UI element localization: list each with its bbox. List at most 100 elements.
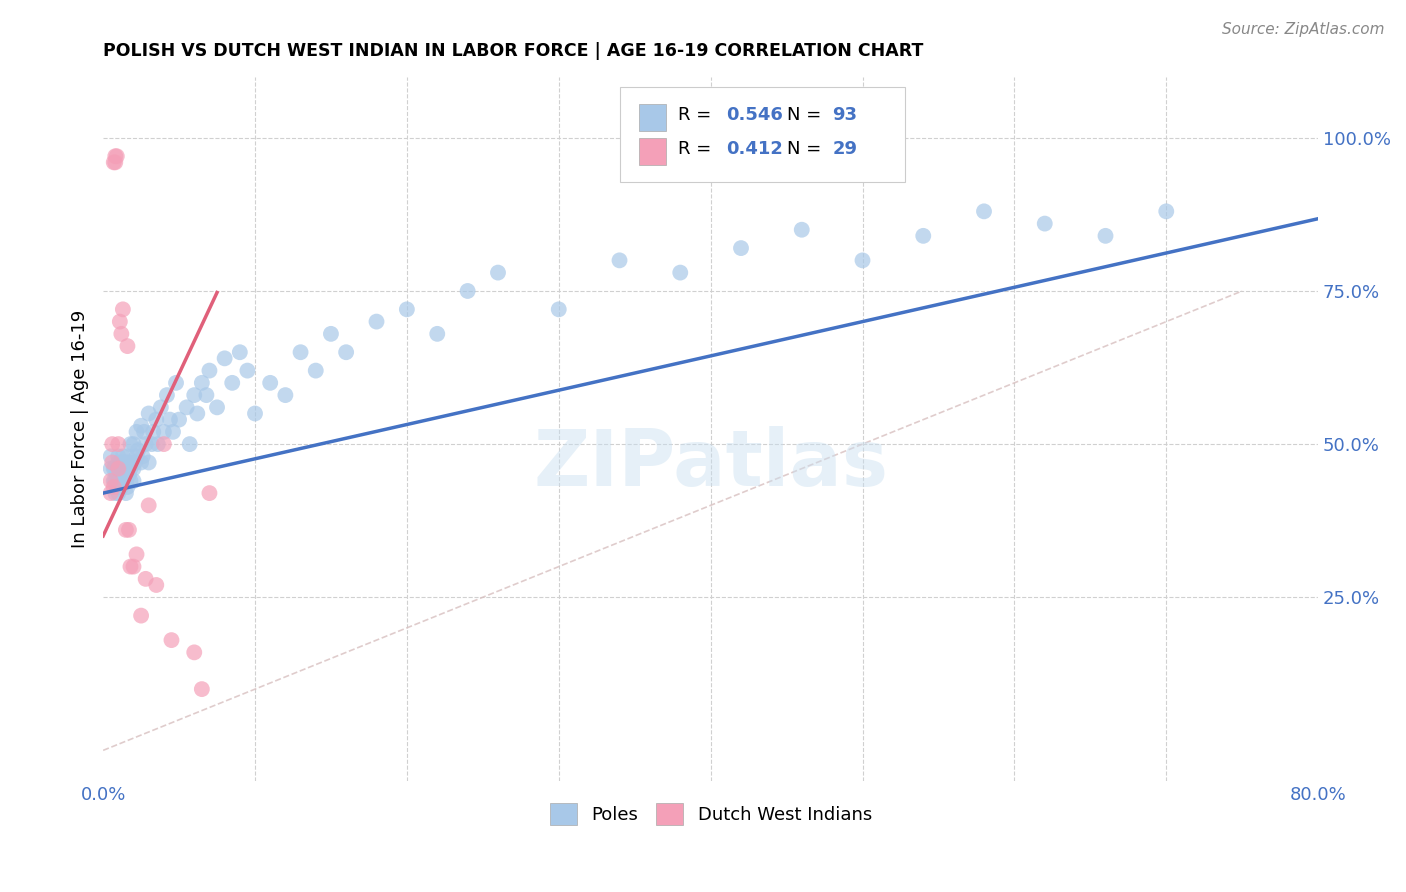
Point	[259, 376, 281, 390]
Point	[198, 363, 221, 377]
Point	[103, 461, 125, 475]
Text: 0.546: 0.546	[727, 106, 783, 124]
Point	[198, 486, 221, 500]
Point	[125, 450, 148, 464]
Point	[236, 363, 259, 377]
Legend: Poles, Dutch West Indians: Poles, Dutch West Indians	[550, 803, 872, 825]
Point	[229, 345, 252, 359]
Point	[486, 266, 509, 280]
Point	[110, 467, 132, 482]
Point	[105, 149, 128, 163]
Point	[115, 474, 138, 488]
Point	[290, 345, 312, 359]
Point	[129, 608, 152, 623]
Point	[138, 499, 160, 513]
Point	[243, 407, 266, 421]
Point	[120, 461, 142, 475]
Point	[120, 474, 142, 488]
Point	[122, 437, 145, 451]
Point	[107, 461, 129, 475]
Point	[135, 572, 157, 586]
Point	[274, 388, 297, 402]
Point	[973, 204, 995, 219]
Text: Source: ZipAtlas.com: Source: ZipAtlas.com	[1222, 22, 1385, 37]
Point	[118, 467, 141, 482]
Point	[138, 407, 160, 421]
Point	[366, 315, 388, 329]
Text: 93: 93	[832, 106, 858, 124]
Point	[183, 388, 205, 402]
Point	[110, 455, 132, 469]
Point	[912, 228, 935, 243]
Point	[395, 302, 418, 317]
Point	[179, 437, 201, 451]
Point	[127, 443, 149, 458]
Point	[176, 401, 198, 415]
Point	[111, 302, 134, 317]
Point	[124, 455, 146, 469]
Point	[100, 486, 122, 500]
Point	[319, 326, 342, 341]
Text: 0.412: 0.412	[727, 140, 783, 158]
Point	[107, 437, 129, 451]
Point	[117, 339, 139, 353]
Point	[669, 266, 692, 280]
Text: ZIPatlas: ZIPatlas	[533, 426, 889, 502]
FancyBboxPatch shape	[638, 138, 665, 165]
Point	[457, 284, 479, 298]
Point	[107, 450, 129, 464]
Point	[105, 467, 128, 482]
Point	[134, 425, 156, 439]
Point	[104, 155, 127, 169]
Point	[149, 401, 172, 415]
Point	[104, 149, 127, 163]
Point	[107, 455, 129, 469]
Point	[107, 486, 129, 500]
Point	[107, 461, 129, 475]
Point	[125, 547, 148, 561]
Text: POLISH VS DUTCH WEST INDIAN IN LABOR FORCE | AGE 16-19 CORRELATION CHART: POLISH VS DUTCH WEST INDIAN IN LABOR FOR…	[103, 42, 924, 60]
Point	[103, 480, 125, 494]
Point	[122, 474, 145, 488]
Point	[1154, 204, 1177, 219]
Point	[103, 474, 125, 488]
Point	[101, 437, 124, 451]
Point	[110, 480, 132, 494]
Point	[100, 474, 122, 488]
Point	[162, 425, 184, 439]
Point	[104, 461, 127, 475]
Point	[108, 315, 131, 329]
Point	[609, 253, 631, 268]
Point	[122, 461, 145, 475]
Point	[141, 437, 163, 451]
Point	[117, 450, 139, 464]
Text: N =: N =	[787, 106, 827, 124]
Point	[120, 559, 142, 574]
Point	[115, 461, 138, 475]
Point	[115, 467, 138, 482]
Point	[118, 523, 141, 537]
Point	[730, 241, 752, 255]
Point	[146, 437, 169, 451]
Point	[191, 682, 214, 697]
Point	[183, 645, 205, 659]
Point	[105, 480, 128, 494]
Point	[305, 363, 328, 377]
Point	[104, 486, 127, 500]
Point	[205, 401, 228, 415]
Point	[120, 437, 142, 451]
Point	[111, 474, 134, 488]
FancyBboxPatch shape	[620, 87, 905, 182]
Point	[167, 412, 190, 426]
Point	[138, 455, 160, 469]
Point	[145, 578, 167, 592]
Point	[129, 418, 152, 433]
Point	[111, 461, 134, 475]
Point	[101, 455, 124, 469]
Y-axis label: In Labor Force | Age 16-19: In Labor Force | Age 16-19	[72, 310, 89, 548]
Text: 29: 29	[832, 140, 858, 158]
Point	[1094, 228, 1116, 243]
Text: R =: R =	[678, 106, 717, 124]
Point	[165, 376, 187, 390]
Point	[104, 474, 127, 488]
